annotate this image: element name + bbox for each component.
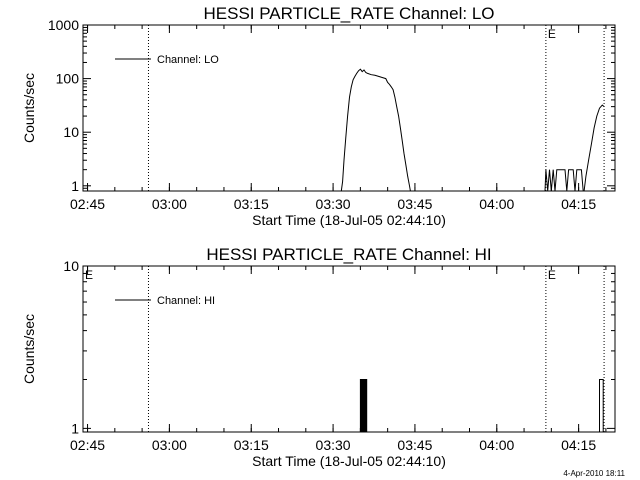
series-line-lo-segment-1 <box>544 169 584 192</box>
event-marker-label: E <box>548 268 556 282</box>
event-marker-label: E <box>85 268 93 282</box>
y-axis-label: Counts/sec <box>21 73 37 143</box>
chart-title: HESSI PARTICLE_RATE Channel: LO <box>203 4 494 23</box>
x-axis-label: Start Time (18-Jul-05 02:44:10) <box>252 453 446 469</box>
y-axis-label: Counts/sec <box>21 314 37 384</box>
x-tick-label: 04:00 <box>479 196 514 212</box>
series-line-hi-segment-1 <box>599 379 604 432</box>
y-tick-label: 10 <box>63 258 79 274</box>
x-tick-label: 03:30 <box>316 196 351 212</box>
plot-frame <box>82 24 616 192</box>
series-line-lo-segment-0 <box>340 68 411 192</box>
x-axis-label: Start Time (18-Jul-05 02:44:10) <box>252 212 446 228</box>
x-tick-label: 04:15 <box>561 437 596 453</box>
chart-panel-hi: HESSI PARTICLE_RATE Channel: HI 02:45 03:0… <box>21 245 616 469</box>
x-tick-label: 02:45 <box>70 437 105 453</box>
x-tick-label: 03:15 <box>234 437 269 453</box>
x-tick-label: 03:00 <box>152 437 187 453</box>
legend-label: Channel: LO <box>157 54 219 66</box>
y-tick-label: 1000 <box>48 17 79 33</box>
x-tick-label: 03:15 <box>234 196 269 212</box>
x-tick-label: 02:45 <box>70 196 105 212</box>
x-tick-label: 03:45 <box>397 196 432 212</box>
y-tick-label: 1 <box>71 178 79 194</box>
chart-title: HESSI PARTICLE_RATE Channel: HI <box>206 245 491 264</box>
series-line-lo-segment-2 <box>583 104 605 192</box>
x-tick-label: 03:30 <box>316 437 351 453</box>
legend-label: Channel: HI <box>157 295 215 307</box>
footer-timestamp: 4-Apr-2010 18:11 <box>563 469 625 478</box>
x-tick-label: 04:00 <box>479 437 514 453</box>
y-tick-label: 100 <box>56 71 80 87</box>
y-tick-label: 1 <box>71 420 79 436</box>
series-line-hi-segment-0 <box>359 379 368 433</box>
y-tick-label: 10 <box>63 124 79 140</box>
x-tick-label: 03:45 <box>397 437 432 453</box>
x-tick-label: 03:00 <box>152 196 187 212</box>
event-marker-label: E <box>548 27 556 41</box>
plot-frame <box>82 265 616 433</box>
chart-panel-lo: HESSI PARTICLE_RATE Channel: LO 02:45 03:0… <box>21 4 616 228</box>
x-tick-label: 04:15 <box>561 196 596 212</box>
